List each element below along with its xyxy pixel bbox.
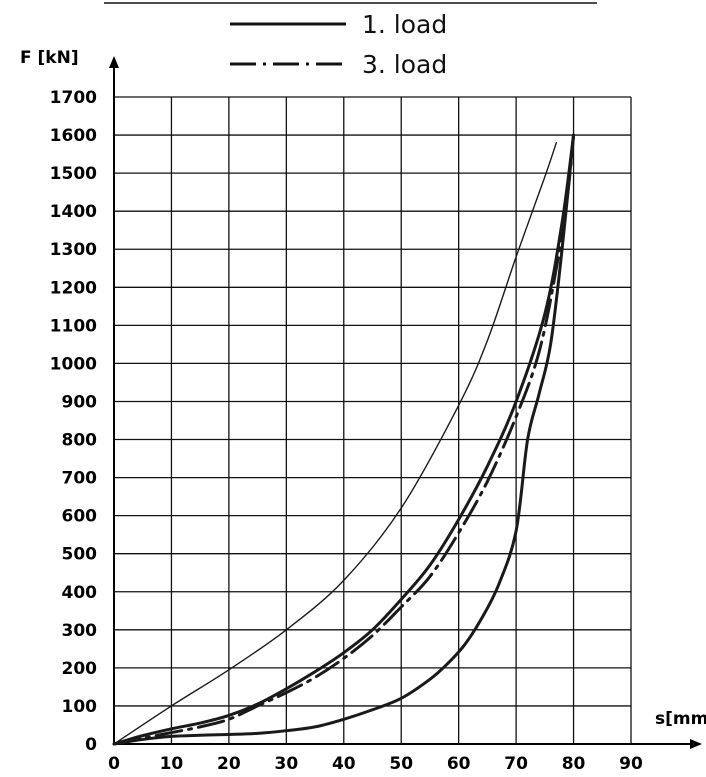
x-tick-label: 40 [332, 754, 356, 774]
y-tick-label: 1600 [50, 126, 97, 146]
series-line-1-load-unloading [112, 133, 576, 746]
x-tick-label: 90 [619, 754, 643, 774]
x-tick-label: 60 [447, 754, 471, 774]
y-tick-label: 700 [62, 469, 98, 489]
y-tick-label: 200 [62, 659, 98, 679]
series-line-1-load-loading [112, 133, 576, 746]
y-tick-labels: 0 100 200 300 400 500 600 700 800 900 1000 1100 1200… [50, 88, 97, 755]
legend-label-1-load: 1. load [362, 10, 447, 39]
y-tick-label: 600 [62, 507, 98, 527]
x-tick-label: 10 [160, 754, 184, 774]
legend: 1. load 3. load [230, 10, 447, 79]
y-tick-label: 300 [62, 621, 98, 641]
x-tick-label: 50 [389, 754, 413, 774]
x-tick-label: 70 [504, 754, 528, 774]
x-tick-label: 20 [217, 754, 241, 774]
y-tick-label: 1000 [50, 354, 97, 374]
legend-label-3-load: 3. load [362, 50, 447, 79]
x-tick-label: 80 [562, 754, 586, 774]
series-line-3-load [112, 133, 576, 746]
x-tick-label: 0 [108, 754, 120, 774]
y-tick-label: 900 [62, 392, 98, 412]
y-tick-label: 500 [62, 545, 98, 565]
y-tick-label: 1700 [50, 88, 97, 108]
x-axis-title: s[mm] [655, 709, 706, 729]
y-tick-label: 1200 [50, 278, 97, 298]
series-group [112, 133, 576, 746]
y-tick-label: 0 [85, 735, 97, 755]
series-line-thin [113, 141, 558, 745]
y-tick-label: 400 [62, 583, 98, 603]
y-tick-label: 100 [62, 697, 98, 717]
x-tick-labels: 0 10 20 30 40 50 60 70 80 90 [108, 754, 643, 774]
y-tick-label: 1400 [50, 202, 97, 222]
x-tick-label: 30 [274, 754, 298, 774]
y-tick-label: 1300 [50, 240, 97, 260]
y-tick-label: 800 [62, 431, 98, 451]
y-tick-label: 1100 [50, 316, 97, 336]
y-axis-title: F [kN] [20, 48, 79, 68]
grid [114, 96, 632, 744]
y-tick-label: 1500 [50, 164, 97, 184]
